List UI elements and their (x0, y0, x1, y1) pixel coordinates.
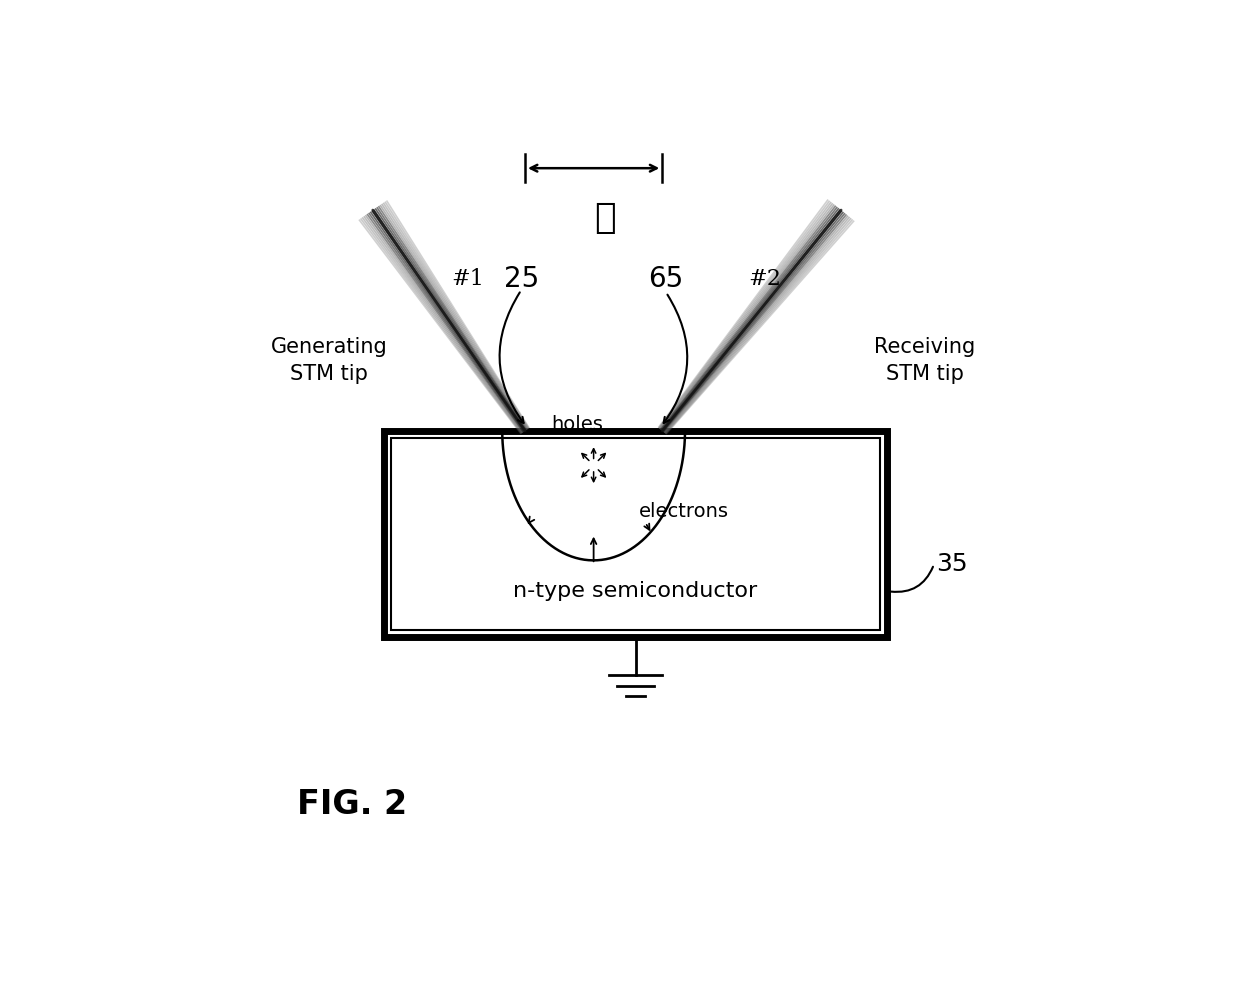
Text: 35: 35 (936, 552, 968, 577)
Text: Generating: Generating (272, 337, 388, 357)
Text: ℓ: ℓ (594, 201, 616, 234)
Text: holes: holes (552, 415, 604, 434)
Text: electrons: electrons (640, 501, 729, 520)
Bar (391, 438, 880, 630)
Text: 65: 65 (649, 265, 683, 293)
Bar (384, 431, 887, 637)
Text: STM tip: STM tip (290, 364, 368, 384)
Text: #1: #1 (451, 268, 485, 290)
Text: STM tip: STM tip (885, 364, 963, 384)
Text: #2: #2 (749, 268, 781, 290)
Text: Receiving: Receiving (874, 337, 976, 357)
Text: 25: 25 (503, 265, 539, 293)
Text: n-type semiconductor: n-type semiconductor (513, 582, 758, 601)
Text: FIG. 2: FIG. 2 (296, 787, 407, 821)
